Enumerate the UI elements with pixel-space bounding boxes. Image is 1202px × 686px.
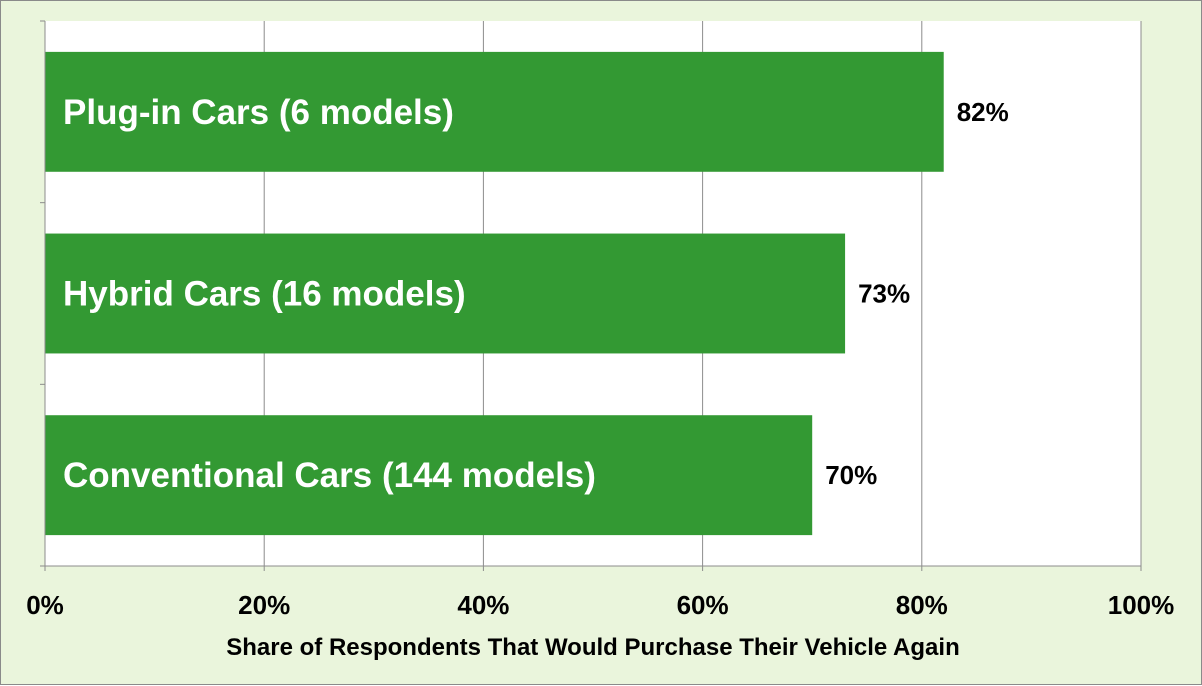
category-label: Plug-in Cars (6 models) bbox=[63, 93, 454, 132]
value-label: 82% bbox=[957, 97, 1009, 127]
bar bbox=[45, 415, 813, 536]
x-tick-label: 20% bbox=[238, 590, 290, 620]
bar bbox=[45, 233, 846, 354]
value-label: 73% bbox=[858, 279, 910, 309]
tick-labels: 0% 20% 40% 60% 80% 100% bbox=[26, 590, 1174, 620]
bars: Plug-in Cars (6 models) 82% Hybrid Cars (1… bbox=[45, 51, 1009, 536]
value-label: 70% bbox=[825, 460, 877, 490]
x-tick-label: 80% bbox=[896, 590, 948, 620]
x-tick-label: 60% bbox=[677, 590, 729, 620]
x-tick-label: 100% bbox=[1108, 590, 1175, 620]
bar bbox=[45, 51, 944, 172]
x-axis-title: Share of Respondents That Would Purchase… bbox=[226, 634, 959, 661]
x-tick-label: 40% bbox=[457, 590, 509, 620]
axes bbox=[40, 20, 1142, 571]
category-label: Hybrid Cars (16 models) bbox=[63, 275, 466, 314]
x-tick-label: 0% bbox=[26, 590, 64, 620]
category-label: Conventional Cars (144 models) bbox=[63, 456, 596, 495]
